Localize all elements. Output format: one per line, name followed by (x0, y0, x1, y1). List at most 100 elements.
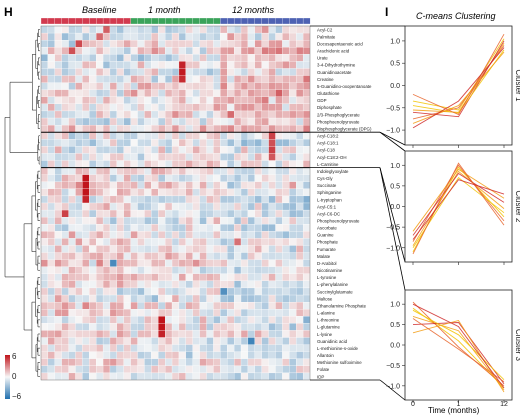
heatmap-cell (40, 146, 49, 154)
heatmap-cell (254, 75, 262, 83)
heatmap-cell (296, 259, 304, 267)
heatmap-cell (89, 146, 97, 154)
cluster-panel-frame (404, 25, 513, 146)
heatmap-cell (192, 181, 200, 189)
heatmap-cell (109, 82, 117, 90)
cluster-2-line (412, 170, 505, 246)
heatmap-cell (40, 75, 49, 83)
heatmap-cell (234, 330, 242, 338)
heatmap-cell (289, 238, 297, 246)
heatmap-cell (247, 82, 255, 90)
heatmap-cell (185, 316, 193, 324)
heatmap-cell (165, 146, 173, 154)
row-label: D-Arabitol (317, 261, 337, 266)
heatmap-cell (109, 47, 117, 55)
heatmap-cell (199, 273, 207, 282)
heatmap-cell (178, 287, 186, 296)
heatmap-cell (289, 61, 297, 69)
group-bar-cell (102, 17, 111, 25)
heatmap-cell (40, 323, 49, 331)
heatmap-cell (302, 25, 311, 34)
heatmap-cell (240, 301, 249, 310)
heatmap-cell (199, 153, 207, 161)
heatmap-cell (261, 82, 269, 90)
group-bar-cell (302, 17, 311, 25)
heatmap-cell (109, 195, 117, 204)
heatmap-cell (40, 132, 49, 140)
heatmap-cell (268, 167, 276, 175)
heatmap-cell (68, 287, 76, 296)
heatmap-cell (289, 181, 297, 189)
heatmap-cell (61, 139, 69, 147)
heatmap-cell (158, 266, 166, 274)
heatmap-cell (254, 323, 262, 331)
heatmap-cell (47, 96, 55, 105)
heatmap-cell (185, 75, 193, 83)
heatmap-cell (192, 280, 200, 289)
heatmap-cell (289, 117, 297, 126)
heatmap-cell (206, 54, 214, 62)
heatmap-cell (40, 358, 49, 366)
heatmap-cell (89, 337, 97, 345)
heatmap-cell (206, 372, 214, 381)
heatmap-cell (40, 117, 49, 126)
heatmap-cell (116, 202, 124, 211)
heatmap-cell (130, 89, 138, 97)
heatmap-cell (68, 188, 76, 197)
heatmap-cell (289, 209, 297, 218)
heatmap-cell (171, 153, 180, 161)
heatmap-cell (47, 252, 55, 260)
heatmap-cell (275, 266, 283, 274)
heatmap-cell (158, 209, 166, 218)
heatmap-cell (47, 330, 55, 338)
heatmap-cell (289, 365, 297, 374)
heatmap-cell (144, 54, 152, 62)
heatmap-cell (116, 287, 124, 296)
heatmap-cell (158, 372, 166, 381)
heatmap-cell (282, 245, 290, 253)
heatmap-cell (109, 89, 117, 97)
heatmap-cell (302, 96, 311, 105)
heatmap-cell (47, 344, 55, 352)
heatmap-cell (254, 301, 262, 310)
heatmap-cell (54, 139, 62, 147)
heatmap-cell (82, 117, 90, 126)
heatmap-cell (102, 82, 111, 90)
heatmap-cell (82, 68, 90, 76)
heatmap-cell (234, 202, 242, 211)
heatmap-cell (254, 330, 262, 338)
row-label: Guanidinic acid (317, 339, 348, 344)
heatmap-cell (220, 337, 228, 345)
heatmap-cell (102, 174, 111, 182)
heatmap-cell (68, 103, 76, 112)
heatmap-cell (227, 75, 235, 83)
group-bar-cell (75, 17, 83, 25)
heatmap-cell (254, 372, 262, 381)
heatmap-cell (185, 110, 193, 119)
heatmap-cell (275, 217, 283, 225)
heatmap-cell (47, 160, 55, 168)
heatmap-cell (40, 224, 49, 232)
heatmap-cell (116, 96, 124, 105)
heatmap-cell (130, 40, 138, 48)
heatmap-cell (109, 316, 117, 324)
heatmap-cell (54, 124, 62, 133)
heatmap-cell (123, 174, 131, 182)
heatmap-cell (171, 287, 180, 296)
heatmap-cell (171, 40, 180, 48)
heatmap-cell (68, 301, 76, 310)
heatmap-cell (282, 61, 290, 69)
heatmap-cell (296, 139, 304, 147)
heatmap-cell (54, 47, 62, 55)
heatmap-cell (296, 365, 304, 374)
heatmap-cell (40, 209, 49, 218)
x-tick-label: 0 (411, 401, 415, 408)
heatmap-cell (220, 124, 228, 133)
heatmap-cell (178, 195, 186, 204)
y-tick-label: −1.0 (386, 128, 400, 135)
heatmap-cell (89, 323, 97, 331)
heatmap-cell (220, 245, 228, 253)
heatmap-cell (171, 202, 180, 211)
heatmap-cell (158, 252, 166, 260)
heatmap-cell (261, 103, 269, 112)
